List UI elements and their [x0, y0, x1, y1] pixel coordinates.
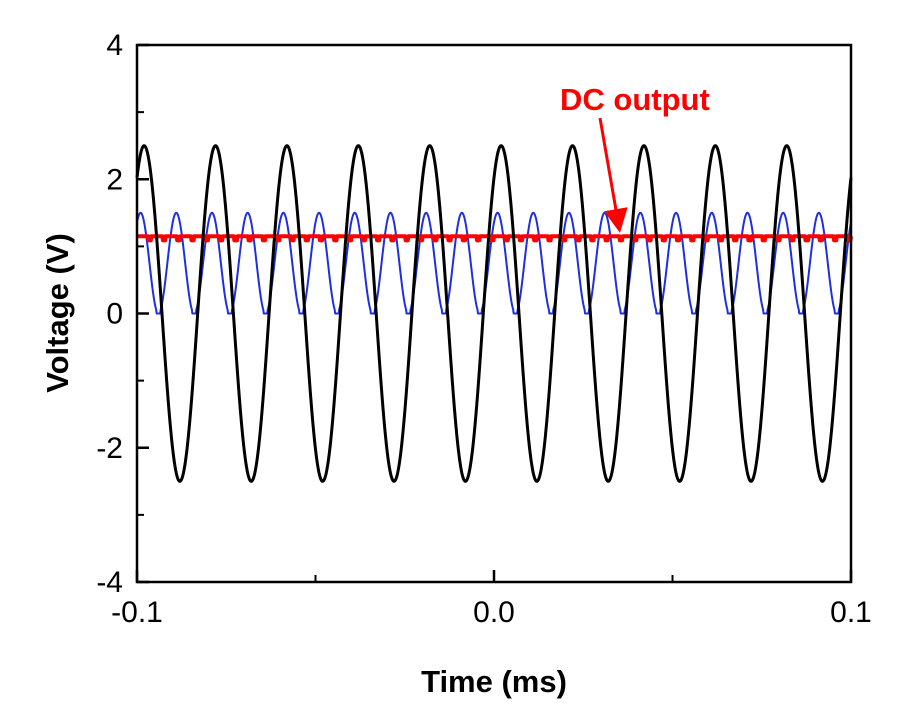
x-tick-label: -0.1: [111, 596, 163, 629]
y-tick-label: 0: [106, 298, 123, 331]
series-line-2: [136, 211, 852, 315]
y-tick-label: -4: [96, 566, 123, 599]
annotation-layer: DC output: [560, 82, 710, 233]
x-axis-title: Time (ms): [421, 664, 567, 699]
annotation-dc-output: DC output: [560, 82, 710, 117]
y-tick-label: 4: [106, 29, 123, 62]
ticks-layer: -0.1 0.0 0.1 -4 -2 0 2 4: [96, 29, 872, 629]
y-axis-title: Voltage (V): [40, 233, 75, 393]
x-tick-label: 0.1: [830, 596, 872, 629]
series-layer: [135, 144, 853, 483]
y-tick-label: -2: [96, 432, 123, 465]
annotation-arrow: [598, 117, 628, 233]
y-tick-label: 2: [106, 163, 123, 196]
series-line-3: [135, 234, 853, 243]
plot-frame: [135, 43, 853, 584]
series-line-1: [135, 144, 853, 483]
x-tick-label: 0.0: [473, 596, 515, 629]
